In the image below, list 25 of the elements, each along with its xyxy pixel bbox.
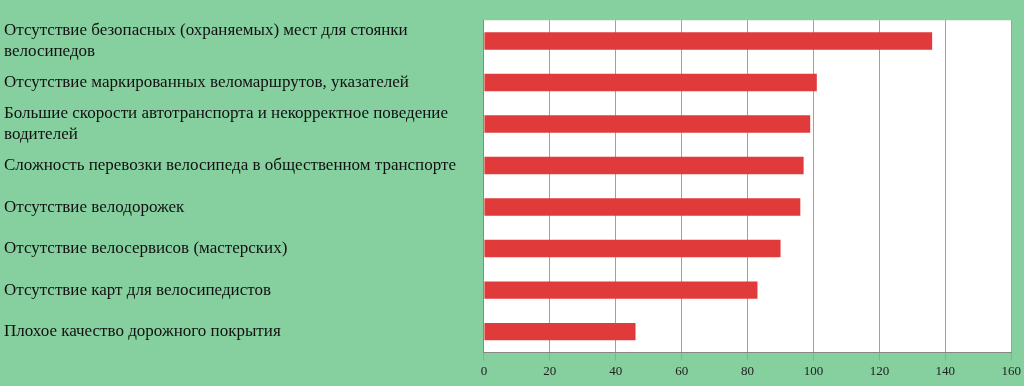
y-tick-label: Большие скорости автотранспорта и некорректное поведение водителей: [4, 103, 448, 143]
y-tick-label: Сложность перевозки велосипеда в общественном транспорте: [4, 155, 456, 175]
x-tick-label: 40: [609, 362, 623, 378]
x-tick-label: 60: [675, 362, 689, 378]
y-tick-label: Отсутствие велосервисов (мастерских): [4, 238, 288, 258]
bar: [484, 281, 758, 299]
x-tick-label: 80: [741, 362, 755, 378]
x-tick-label: 20: [543, 362, 557, 378]
x-tick-label: 120: [869, 362, 890, 378]
y-tick-label: Отсутствие безопасных (охраняемых) мест для стоянки велосипедов: [4, 20, 408, 60]
x-tick-label: 0: [480, 362, 488, 378]
bar: [484, 32, 933, 50]
bar: [484, 156, 804, 175]
y-tick-label: Отсутствие велодорожек: [4, 196, 186, 216]
x-tick-label: 140: [935, 362, 956, 378]
bar: [484, 239, 781, 258]
x-tick-label: 160: [1001, 362, 1021, 378]
bar: [484, 73, 817, 92]
bar: [484, 115, 811, 133]
y-tick-label: Отсутствие карт для велосипедистов: [4, 279, 271, 299]
y-tick-label: Плохое качество дорожного покрытия: [4, 321, 281, 341]
bar: [484, 322, 636, 341]
x-tick-label: 100: [803, 362, 824, 378]
y-tick-label: Отсутствие маркированных веломаршрутов, указателей: [4, 71, 409, 91]
bar: [484, 198, 801, 216]
